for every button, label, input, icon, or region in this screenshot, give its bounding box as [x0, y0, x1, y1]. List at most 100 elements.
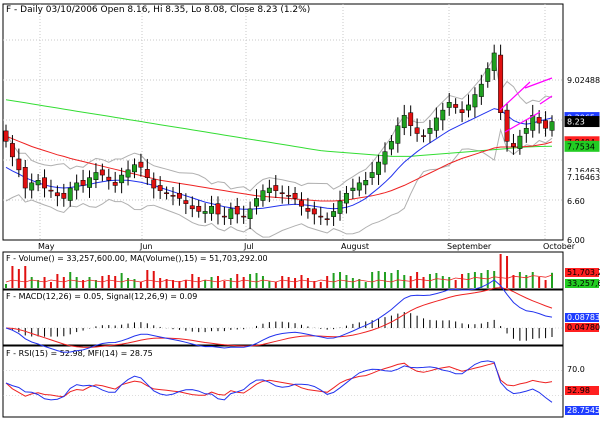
volume-bar-39: [255, 273, 258, 288]
candle-body-45: [292, 192, 298, 199]
trend-line-3: [539, 95, 553, 105]
candle-body-80: [517, 135, 523, 149]
volume-bar-42: [274, 282, 277, 288]
x-label-august: August: [341, 242, 369, 251]
candle-body-77: [498, 54, 504, 113]
candle-body-33: [215, 203, 221, 215]
volume-bar-83: [538, 277, 541, 288]
candle-body-46: [299, 200, 304, 207]
candle-body-52: [337, 200, 343, 214]
candle-body-42: [273, 185, 279, 191]
candle-body-58: [376, 161, 382, 175]
volume-bar-32: [210, 277, 213, 288]
candle-body-84: [543, 120, 549, 129]
volume-bar-57: [371, 272, 374, 288]
candle-body-24: [157, 185, 163, 191]
x-label-jun: Jun: [139, 242, 153, 251]
rsi-tag: 52.98: [567, 386, 590, 395]
volume-bar-64: [416, 272, 419, 288]
volume-bar-78: [506, 256, 509, 288]
volume-bar-55: [358, 279, 361, 288]
volume-bar-9: [62, 277, 65, 288]
candle-body-44: [286, 195, 292, 197]
rsi-tag-bg: [565, 386, 599, 395]
volume-bar-77: [499, 254, 502, 288]
candle-body-2: [16, 158, 22, 171]
candle-body-65: [421, 135, 426, 137]
volume-bar-36: [236, 274, 239, 288]
candle-body-56: [363, 180, 369, 186]
volume-bar-84: [544, 280, 547, 288]
macd-tag-bg: [565, 313, 599, 322]
volume-bar-59: [383, 272, 386, 288]
candle-body-4: [29, 182, 35, 191]
candle-body-8: [54, 192, 60, 197]
volume-bar-58: [377, 271, 380, 288]
volume-bar-67: [435, 273, 438, 288]
volume-bar-1: [11, 266, 14, 288]
candle-body-78: [504, 109, 510, 142]
candle-body-3: [22, 167, 28, 189]
volume-bar-56: [364, 282, 367, 288]
candle-body-62: [401, 115, 407, 129]
trend-annotations: [499, 77, 553, 133]
volume-bar-17: [114, 276, 117, 288]
volume-bar-4: [30, 277, 33, 288]
candle-body-31: [202, 211, 208, 214]
candle-body-40: [260, 190, 266, 201]
volume-bar-65: [422, 277, 425, 288]
volume-bar-82: [531, 272, 534, 288]
candle-body-39: [254, 198, 259, 207]
volume-bar-5: [37, 280, 40, 288]
candle-body-15: [99, 169, 105, 176]
volume-title: F - Volume() = 33,257,600.00, MA(Volume(…: [6, 254, 268, 263]
candle-body-22: [144, 169, 150, 178]
candle-body-49: [318, 215, 324, 218]
volume-bars: [5, 254, 553, 288]
price-tag-bg-5: [565, 171, 599, 182]
candle-body-81: [523, 128, 529, 134]
candle-body-48: [311, 208, 317, 215]
volume-bar-19: [127, 278, 130, 288]
volume-bar-11: [75, 277, 78, 288]
candle-body-29: [189, 205, 195, 210]
candle-body-83: [536, 117, 542, 124]
volume-bar-2: [17, 269, 20, 288]
trend-line-1: [504, 111, 541, 133]
volume-bar-7: [49, 282, 52, 288]
volume-bar-25: [165, 279, 168, 288]
signal-line: [5, 287, 553, 348]
volume-bar-71: [461, 274, 464, 288]
price-tag-bg-4: [564, 140, 600, 152]
volume-bar-44: [287, 277, 290, 288]
upper-band: [5, 55, 553, 192]
volume-bar-74: [480, 273, 483, 288]
candle-body-13: [87, 177, 92, 188]
candle-body-57: [369, 172, 375, 178]
candle-body-16: [106, 176, 112, 181]
rsi-line: [5, 362, 553, 398]
volume-bar-80: [518, 272, 521, 288]
macd-panel-frame: [2, 289, 564, 346]
candle-body-50: [324, 218, 330, 220]
candle-body-37: [241, 215, 247, 218]
volume-panel-frame: [2, 251, 564, 290]
trend-line-0: [499, 81, 531, 111]
candle-body-60: [388, 141, 394, 150]
signal-tag: 0.04780: [567, 323, 600, 332]
candle-body-64: [414, 127, 420, 134]
volume-bar-73: [473, 272, 476, 288]
macd-line: [5, 279, 553, 353]
lower-band: [5, 127, 553, 238]
volume-ma-tag-bg: [565, 268, 599, 277]
candle-body-12: [80, 180, 86, 186]
candle-body-61: [395, 125, 401, 144]
ma20-line: [5, 108, 553, 210]
candle-body-21: [138, 161, 144, 168]
candle-body-82: [530, 115, 536, 131]
candle-body-70: [453, 104, 459, 108]
candle-body-66: [427, 128, 433, 134]
macd-lines: [3, 279, 563, 353]
candle-body-59: [382, 151, 388, 165]
volume-bar-85: [551, 272, 553, 288]
